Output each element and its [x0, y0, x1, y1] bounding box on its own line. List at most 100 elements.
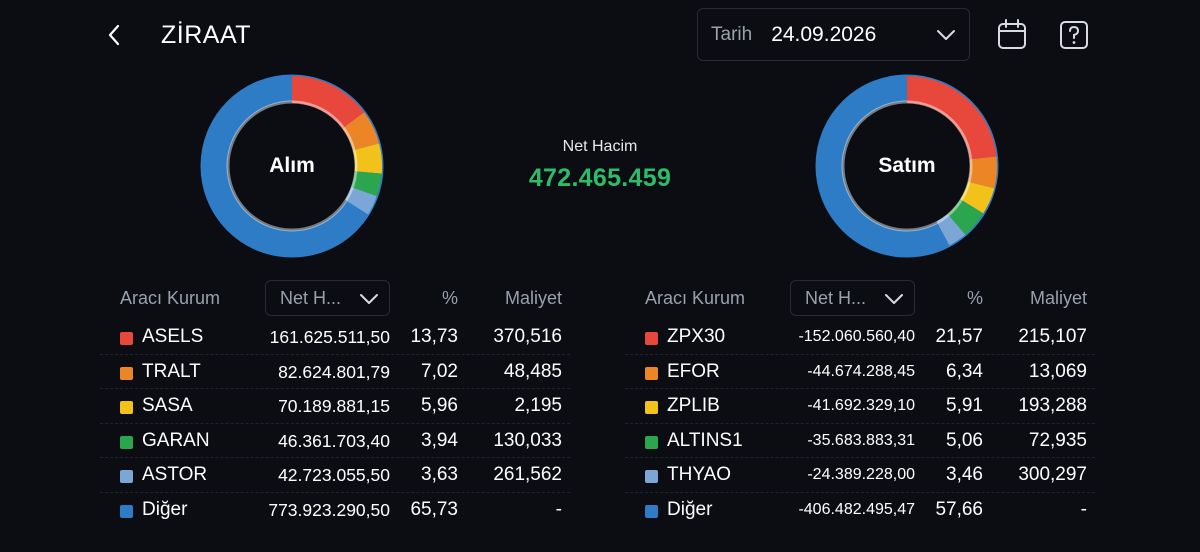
table-row[interactable]: GARAN 46.361.703,40 3,94 130,033 — [100, 424, 570, 458]
broker-name: ASELS — [142, 326, 204, 347]
broker-name: THYAO — [667, 464, 732, 485]
broker-name: Diğer — [142, 498, 188, 520]
sell-rows: ZPX30 -152.060.560,40 21,57 215,107 EFOR -44.… — [625, 320, 1095, 527]
donut-slice-tralt — [342, 112, 380, 151]
donut-slice-zpx30 — [907, 76, 997, 160]
net-volume-label: Net Hacim — [562, 138, 638, 155]
sort-dropdown-label: Net H... — [805, 287, 867, 308]
color-swatch — [645, 504, 658, 518]
net-volume: 70.189.881,15 — [278, 396, 390, 416]
broker-name: Diğer — [667, 498, 713, 520]
color-swatch — [645, 366, 658, 380]
table-header: Aracı Kurum Net H... % Maliyet — [625, 280, 1095, 320]
broker-name: SASA — [142, 395, 193, 416]
percent: 57,66 — [935, 498, 983, 520]
broker-name: TRALT — [142, 360, 201, 382]
buy-rows: ASELS 161.625.511,50 13,73 370,516 TRALT 82.6… — [100, 320, 570, 527]
table-row[interactable]: EFOR -44.674.288,45 6,34 13,069 — [625, 355, 1095, 389]
cost: 370,516 — [493, 326, 562, 347]
color-swatch — [645, 332, 658, 345]
back-button[interactable] — [98, 18, 130, 52]
sort-dropdown[interactable]: Net H... — [790, 280, 915, 316]
header-percent: % — [441, 288, 458, 308]
percent: 5,96 — [421, 395, 458, 416]
sort-dropdown[interactable]: Net H... — [265, 280, 390, 316]
chevron-down-icon — [937, 30, 955, 40]
cost: 130,033 — [493, 429, 562, 451]
net-volume: 161.625.511,50 — [269, 327, 390, 347]
percent: 13,73 — [410, 326, 458, 347]
table-row[interactable]: ALTINS1 -35.683.883,31 5,06 72,935 — [625, 424, 1095, 458]
color-swatch — [120, 470, 133, 483]
net-volume: 773.923.290,50 — [268, 499, 390, 520]
net-volume: -44.674.288,45 — [807, 362, 915, 380]
cost: 300,297 — [1018, 464, 1087, 485]
chevron-left-icon — [108, 24, 120, 46]
color-swatch — [645, 401, 658, 414]
header-cost: Maliyet — [1029, 288, 1087, 308]
table-row[interactable]: THYAO -24.389.228,00 3,46 300,297 — [625, 458, 1095, 493]
color-swatch — [120, 504, 133, 518]
color-swatch — [120, 332, 133, 345]
donut-slice-zplib — [960, 181, 995, 214]
broker-name: ZPLIB — [667, 395, 720, 416]
table-row[interactable]: ZPX30 -152.060.560,40 21,57 215,107 — [625, 320, 1095, 355]
sell-brokers-table: Aracı Kurum Net H... % Maliyet ZPX30 -152… — [625, 280, 1095, 527]
help-icon — [1060, 21, 1088, 49]
cost: 193,288 — [1018, 395, 1087, 416]
buy-brokers-table: Aracı Kurum Net H... % Maliyet ASELS 161.… — [100, 280, 570, 527]
broker-name: ALTINS1 — [667, 429, 743, 451]
color-swatch — [120, 435, 133, 449]
buy-donut-chart: Alım — [197, 71, 387, 261]
header-percent: % — [966, 288, 983, 308]
net-volume-summary: Net Hacim 472.465.459 — [450, 137, 750, 193]
chevron-down-icon — [885, 294, 903, 304]
donut-slice-thyao — [936, 214, 966, 246]
color-swatch — [645, 470, 658, 483]
broker-name: ZPX30 — [667, 326, 726, 347]
sell-donut-label: Satım — [878, 154, 936, 177]
net-volume: 42.723.055,50 — [278, 465, 390, 485]
date-selector[interactable]: Tarih 24.09.2026 — [697, 8, 970, 61]
header-broker: Aracı Kurum — [120, 288, 221, 308]
donut-slice-sasa — [353, 143, 383, 174]
percent: 5,06 — [946, 429, 983, 451]
chevron-down-icon — [360, 294, 378, 304]
header-broker: Aracı Kurum — [645, 288, 746, 308]
percent: 3,46 — [946, 464, 983, 485]
broker-name: GARAN — [142, 429, 210, 451]
broker-name: ASTOR — [142, 464, 208, 485]
table-row[interactable]: Diğer -406.482.495,47 57,66 - — [625, 493, 1095, 528]
cost: 72,935 — [1028, 429, 1087, 451]
percent: 65,73 — [410, 498, 458, 520]
percent: 3,94 — [421, 429, 458, 451]
cost: 261,562 — [493, 464, 562, 485]
table-row[interactable]: ASTOR 42.723.055,50 3,63 261,562 — [100, 458, 570, 493]
donut-slice-efor — [968, 156, 998, 189]
net-volume: -35.683.883,31 — [807, 431, 915, 449]
buy-donut-label: Alım — [269, 154, 315, 177]
color-swatch — [120, 366, 133, 380]
help-button[interactable] — [1058, 18, 1090, 52]
net-volume: -152.060.560,40 — [798, 328, 915, 345]
net-volume: -406.482.495,47 — [798, 500, 915, 518]
table-row[interactable]: ASELS 161.625.511,50 13,73 370,516 — [100, 320, 570, 355]
cost: - — [1080, 498, 1087, 520]
page-title: ZİRAAT — [161, 21, 252, 49]
table-row[interactable]: Diğer 773.923.290,50 65,73 - — [100, 493, 570, 528]
net-volume: 82.624.801,79 — [278, 361, 390, 382]
percent: 6,34 — [946, 360, 983, 382]
table-row[interactable]: SASA 70.189.881,15 5,96 2,195 — [100, 389, 570, 424]
net-volume: -24.389.228,00 — [807, 466, 915, 483]
net-volume: 46.361.703,40 — [278, 430, 390, 451]
percent: 21,57 — [935, 326, 983, 347]
sell-donut-chart: Satım — [812, 71, 1002, 261]
table-row[interactable]: TRALT 82.624.801,79 7,02 48,485 — [100, 355, 570, 389]
sort-dropdown-label: Net H... — [280, 287, 342, 308]
table-row[interactable]: ZPLIB -41.692.329,10 5,91 193,288 — [625, 389, 1095, 424]
calendar-icon — [998, 19, 1026, 49]
table-header: Aracı Kurum Net H... % Maliyet — [100, 280, 570, 320]
calendar-button[interactable] — [996, 18, 1028, 52]
broker-name: EFOR — [667, 360, 720, 382]
